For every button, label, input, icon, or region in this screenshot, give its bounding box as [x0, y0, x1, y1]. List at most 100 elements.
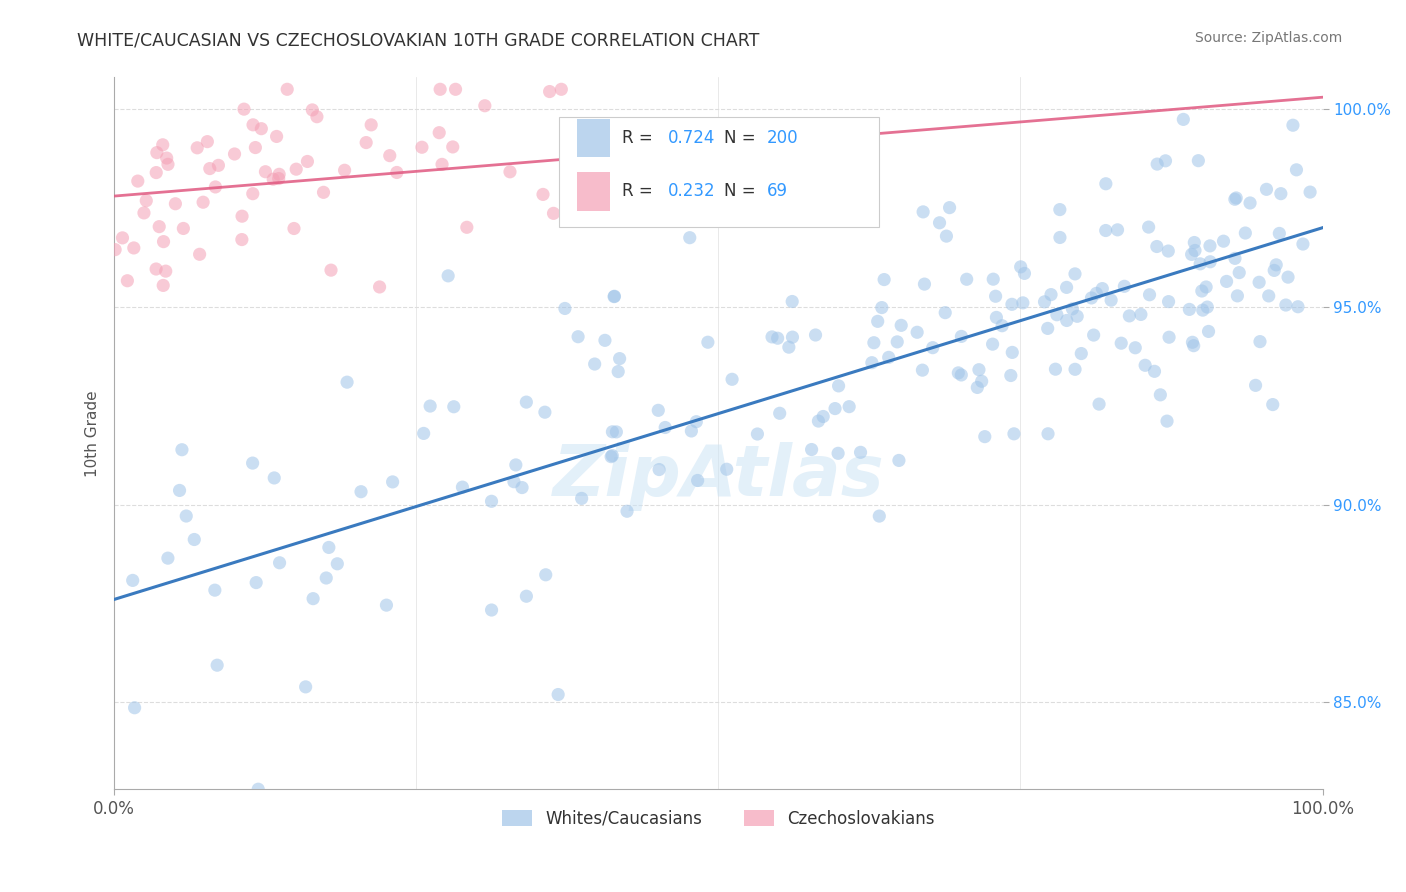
Point — [198, 161, 221, 176]
Point — [1064, 267, 1087, 281]
Point — [583, 357, 606, 371]
Point — [534, 567, 557, 582]
FancyBboxPatch shape — [576, 119, 610, 157]
Point — [648, 462, 671, 476]
Point — [1000, 368, 1022, 383]
Point — [207, 158, 229, 172]
Point — [242, 118, 264, 132]
Point — [814, 139, 837, 153]
Point — [411, 140, 433, 154]
Text: N =: N = — [724, 129, 761, 147]
Point — [412, 426, 434, 441]
Point — [1268, 227, 1291, 241]
Point — [1094, 223, 1116, 237]
Point — [567, 329, 589, 343]
Point — [928, 216, 950, 230]
Point — [1285, 162, 1308, 177]
Point — [554, 301, 576, 316]
Point — [887, 453, 910, 467]
Point — [183, 533, 205, 547]
Point — [603, 289, 626, 303]
Point — [1286, 300, 1309, 314]
Point — [721, 372, 744, 386]
Point — [319, 263, 342, 277]
Point — [593, 334, 616, 348]
Point — [905, 326, 928, 340]
Point — [877, 351, 900, 365]
Point — [1157, 330, 1180, 344]
Point — [547, 688, 569, 702]
Point — [250, 121, 273, 136]
Point — [602, 425, 624, 439]
Point — [1282, 118, 1305, 132]
Point — [935, 229, 957, 244]
Point — [534, 405, 557, 419]
Point — [1184, 244, 1206, 258]
Point — [1133, 359, 1156, 373]
Point — [165, 196, 187, 211]
Point — [1261, 398, 1284, 412]
Point — [911, 363, 934, 377]
Point — [616, 504, 638, 518]
Point — [1036, 321, 1059, 335]
Point — [242, 456, 264, 470]
Point — [186, 141, 208, 155]
Point — [505, 458, 527, 472]
Point — [686, 474, 709, 488]
Point — [318, 541, 340, 555]
Point — [571, 491, 593, 506]
Point — [688, 164, 710, 178]
Point — [350, 484, 373, 499]
Point — [967, 362, 990, 376]
Point — [148, 219, 170, 234]
Point — [886, 334, 908, 349]
Point — [267, 171, 290, 186]
Point — [981, 337, 1004, 351]
Point — [1091, 282, 1114, 296]
Point — [761, 330, 783, 344]
Point — [654, 420, 676, 434]
Point — [934, 305, 956, 319]
Point — [1056, 280, 1078, 294]
Point — [269, 167, 291, 181]
Point — [441, 140, 464, 154]
Point — [231, 233, 253, 247]
Point — [1256, 182, 1278, 196]
Point — [451, 480, 474, 494]
Point — [302, 591, 325, 606]
Point — [890, 318, 912, 333]
Point — [156, 151, 179, 165]
Point — [204, 583, 226, 598]
Text: R =: R = — [621, 182, 658, 201]
Text: N =: N = — [724, 182, 761, 201]
Text: 0.724: 0.724 — [668, 129, 716, 147]
Point — [1239, 196, 1261, 211]
Point — [510, 481, 533, 495]
Point — [607, 365, 630, 379]
Point — [838, 400, 860, 414]
Text: Source: ZipAtlas.com: Source: ZipAtlas.com — [1195, 31, 1343, 45]
Point — [285, 162, 308, 177]
Point — [600, 449, 623, 463]
Point — [104, 243, 127, 257]
Point — [1064, 362, 1087, 376]
Point — [1249, 334, 1271, 349]
Point — [1212, 234, 1234, 248]
Point — [429, 82, 451, 96]
Point — [538, 85, 561, 99]
Point — [1129, 308, 1152, 322]
Point — [205, 658, 228, 673]
Point — [276, 82, 298, 96]
Point — [986, 310, 1008, 325]
FancyBboxPatch shape — [576, 172, 610, 211]
Point — [515, 589, 537, 603]
Point — [973, 430, 995, 444]
Point — [1226, 289, 1249, 303]
Point — [747, 427, 769, 442]
Point — [679, 230, 702, 244]
Point — [1143, 364, 1166, 378]
Point — [868, 509, 890, 524]
Point — [1249, 275, 1271, 289]
Point — [1049, 202, 1071, 217]
Point — [231, 209, 253, 223]
